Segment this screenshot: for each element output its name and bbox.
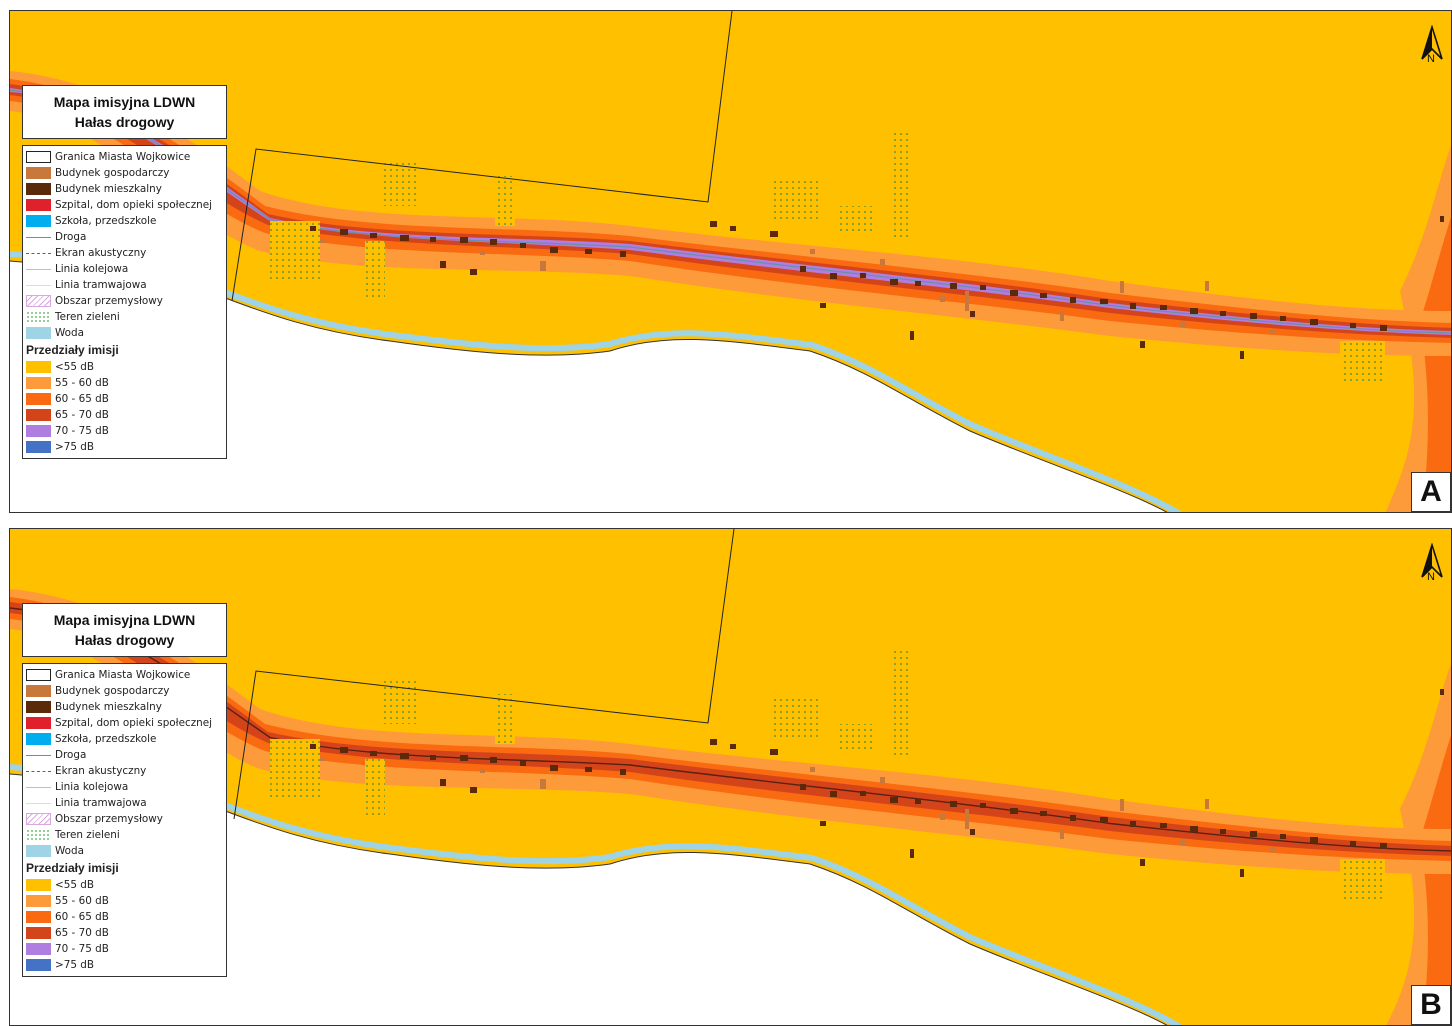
map-title-box: Mapa imisyjna LDWN Hałas drogowy <box>22 85 227 139</box>
green-dots-swatch <box>26 829 51 841</box>
school-swatch <box>26 733 51 745</box>
ranges-title: Przedziały imisji <box>26 343 119 357</box>
map-title: Mapa imisyjna LDWN <box>53 94 196 110</box>
hospital-swatch <box>26 717 51 729</box>
ranges-title: Przedziały imisji <box>26 861 119 875</box>
map-subtitle: Hałas drogowy <box>74 632 175 648</box>
legend-item-water: Woda <box>26 843 226 859</box>
legend-item-railway: Linia kolejowa <box>26 261 226 277</box>
water-swatch <box>26 327 51 339</box>
legend-range: 70 - 75 dB <box>26 423 226 439</box>
legend-range: 65 - 70 dB <box>26 407 226 423</box>
legend: Granica Miasta Wojkowice Budynek gospoda… <box>22 663 227 977</box>
legend-range: 65 - 70 dB <box>26 925 226 941</box>
school-swatch <box>26 215 51 227</box>
road-line-swatch <box>26 749 51 761</box>
residential-building-swatch <box>26 183 51 195</box>
hospital-swatch <box>26 199 51 211</box>
legend-item-school: Szkoła, przedszkole <box>26 213 226 229</box>
north-arrow-icon: N <box>1419 24 1445 69</box>
north-label: N <box>1427 571 1435 583</box>
boundary-swatch <box>26 151 51 163</box>
legend-item-industrial: Obszar przemysłowy <box>26 293 226 309</box>
noise-screen-line-swatch <box>26 247 51 259</box>
panel-label-b: B <box>1411 985 1451 1025</box>
map-title: Mapa imisyjna LDWN <box>53 612 196 628</box>
residential-building-swatch <box>26 701 51 713</box>
legend-item-boundary: Granica Miasta Wojkowice <box>26 667 226 683</box>
map-panel-b: Mapa imisyjna LDWN Hałas drogowy Granica… <box>9 528 1452 1026</box>
legend-item-hospital: Szpital, dom opieki społecznej <box>26 715 226 731</box>
green-dots-swatch <box>26 311 51 323</box>
legend-item-noise-screen: Ekran akustyczny <box>26 245 226 261</box>
boundary-swatch <box>26 669 51 681</box>
noise-screen-line-swatch <box>26 765 51 777</box>
legend-item-road: Droga <box>26 229 226 245</box>
water-swatch <box>26 845 51 857</box>
legend-item-residential-building: Budynek mieszkalny <box>26 699 226 715</box>
legend-item-boundary: Granica Miasta Wojkowice <box>26 149 226 165</box>
noise-map-a <box>10 11 1451 512</box>
railway-line-swatch <box>26 781 51 793</box>
legend-item-tramway: Linia tramwajowa <box>26 277 226 293</box>
legend-item-noise-screen: Ekran akustyczny <box>26 763 226 779</box>
legend-range: 70 - 75 dB <box>26 941 226 957</box>
industrial-hatch-swatch <box>26 295 51 307</box>
legend-range: 60 - 65 dB <box>26 391 226 407</box>
legend-range: 55 - 60 dB <box>26 893 226 909</box>
legend-range: 55 - 60 dB <box>26 375 226 391</box>
legend-range: <55 dB <box>26 877 226 893</box>
legend-item-road: Droga <box>26 747 226 763</box>
legend-item-green: Teren zieleni <box>26 827 226 843</box>
north-arrow-icon: N <box>1419 542 1445 587</box>
legend-item-water: Woda <box>26 325 226 341</box>
legend-item-residential-building: Budynek mieszkalny <box>26 181 226 197</box>
legend-item-farm-building: Budynek gospodarczy <box>26 165 226 181</box>
map-title-box: Mapa imisyjna LDWN Hałas drogowy <box>22 603 227 657</box>
farm-building-swatch <box>26 685 51 697</box>
north-label: N <box>1427 53 1435 65</box>
railway-line-swatch <box>26 263 51 275</box>
legend-range: <55 dB <box>26 359 226 375</box>
legend-item-hospital: Szpital, dom opieki społecznej <box>26 197 226 213</box>
road-line-swatch <box>26 231 51 243</box>
legend-range: 60 - 65 dB <box>26 909 226 925</box>
legend-item-industrial: Obszar przemysłowy <box>26 811 226 827</box>
tramway-line-swatch <box>26 797 51 809</box>
map-subtitle: Hałas drogowy <box>74 114 175 130</box>
tramway-line-swatch <box>26 279 51 291</box>
legend: Granica Miasta Wojkowice Budynek gospoda… <box>22 145 227 459</box>
industrial-hatch-swatch <box>26 813 51 825</box>
map-panel-a: Mapa imisyjna LDWN Hałas drogowy Granica… <box>9 10 1452 513</box>
legend-item-railway: Linia kolejowa <box>26 779 226 795</box>
legend-range: >75 dB <box>26 439 226 455</box>
legend-item-tramway: Linia tramwajowa <box>26 795 226 811</box>
farm-building-swatch <box>26 167 51 179</box>
legend-item-school: Szkoła, przedszkole <box>26 731 226 747</box>
legend-item-green: Teren zieleni <box>26 309 226 325</box>
legend-range: >75 dB <box>26 957 226 973</box>
panel-label-a: A <box>1411 472 1451 512</box>
legend-item-farm-building: Budynek gospodarczy <box>26 683 226 699</box>
